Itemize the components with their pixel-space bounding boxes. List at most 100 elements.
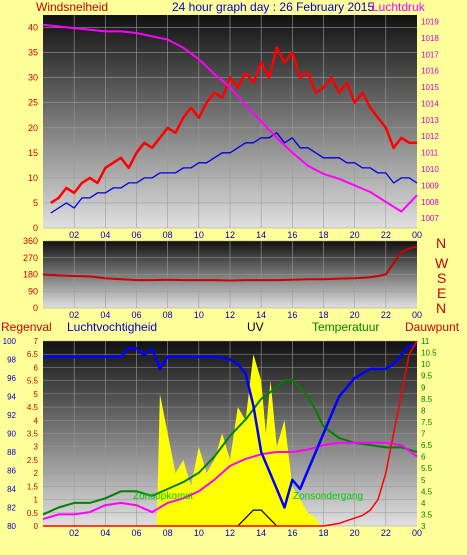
- rain-y-tick-label: 0: [34, 522, 39, 531]
- wind-y-tick-label: 15: [28, 148, 38, 158]
- solar-line: [237, 509, 278, 527]
- x-tick-label: 06: [131, 528, 141, 538]
- x-tick-label: 04: [100, 230, 110, 240]
- humidity-y-tick-label: 94: [7, 393, 16, 402]
- x-tick-label: 06: [131, 230, 141, 240]
- wind-y-tick-label: 35: [28, 48, 38, 58]
- humidity-y-tick-label: 98: [7, 356, 16, 365]
- x-tick-label: 10: [194, 310, 204, 320]
- x-tick-label: 12: [225, 528, 235, 538]
- temp-y-tick-label: 10.5: [421, 349, 437, 358]
- rain-y-tick-label: 1.5: [27, 482, 39, 491]
- x-tick-label: 00: [412, 310, 422, 320]
- wind-y-tick-label: 30: [28, 73, 38, 83]
- rain-y-tick-label: 2.5: [27, 456, 39, 465]
- x-tick-label: 20: [350, 528, 360, 538]
- wind-y-tick-label: 0: [33, 223, 38, 233]
- x-tick-label: 04: [100, 310, 110, 320]
- temp-y-tick-label: 3: [421, 522, 426, 531]
- x-tick-label: 12: [225, 230, 235, 240]
- x-tick-label: 08: [163, 230, 173, 240]
- chart-title: 24 hour graph day : 26 February 2015: [172, 0, 374, 14]
- pressure-axis-label: Luchtdruk: [372, 0, 426, 14]
- pressure-y-tick-label: 1014: [421, 99, 439, 108]
- rain-y-tick-label: 6.5: [27, 350, 39, 359]
- pressure-y-tick-label: 1008: [421, 198, 439, 207]
- rain-y-tick-label: 0.5: [27, 509, 39, 518]
- humidity-line: [43, 344, 417, 509]
- x-tick-label: 10: [194, 230, 204, 240]
- x-tick-label: 20: [350, 310, 360, 320]
- sunset-annotation: Zonsondergang: [293, 491, 363, 502]
- x-tick-label: 14: [256, 528, 266, 538]
- humidity-label: Luchtvochtigheid: [67, 320, 157, 334]
- humidity-y-tick-label: 88: [7, 448, 16, 457]
- temp-y-tick-label: 4.5: [421, 487, 433, 496]
- x-tick-label: 22: [381, 310, 391, 320]
- temp-y-tick-label: 5: [421, 476, 426, 485]
- direction-y-tick-label: 360: [23, 236, 38, 246]
- dir-label-w: W: [435, 255, 449, 271]
- dir-label-n-bottom: N: [436, 300, 446, 316]
- wind-axis-label: Windsnelheid: [36, 0, 108, 14]
- rain-y-tick-label: 5.5: [27, 377, 39, 386]
- pressure-y-tick-label: 1007: [421, 214, 439, 223]
- temp-y-tick-label: 9: [421, 383, 426, 392]
- x-tick-label: 08: [163, 528, 173, 538]
- x-tick-label: 00: [412, 230, 422, 240]
- pressure-y-tick-label: 1017: [421, 50, 439, 59]
- x-tick-label: 18: [318, 310, 328, 320]
- humidity-y-tick-label: 92: [7, 411, 16, 420]
- wind-y-tick-label: 5: [33, 198, 38, 208]
- humidity-y-tick-label: 82: [7, 504, 16, 513]
- dewpoint-label: Dauwpunt: [405, 320, 460, 334]
- wind-y-tick-label: 20: [28, 123, 38, 133]
- uv-label: UV: [247, 320, 264, 334]
- wind-y-tick-label: 25: [28, 98, 38, 108]
- temp-y-tick-label: 7: [421, 430, 426, 439]
- humidity-y-tick-label: 90: [7, 430, 16, 439]
- pressure-y-tick-label: 1009: [421, 181, 439, 190]
- wind-gust-line: [50, 46, 417, 204]
- x-tick-label: 20: [350, 230, 360, 240]
- x-tick-label: 14: [256, 310, 266, 320]
- pressure-y-tick-label: 1011: [421, 149, 439, 158]
- uv-area: [156, 354, 321, 526]
- x-tick-label: 06: [131, 310, 141, 320]
- x-tick-label: 16: [287, 528, 297, 538]
- rain-y-tick-label: 4.5: [27, 403, 39, 412]
- humidity-y-tick-label: 96: [7, 374, 16, 383]
- rain-y-tick-label: 3: [34, 443, 39, 452]
- x-tick-label: 18: [318, 528, 328, 538]
- rain-y-tick-label: 5: [34, 390, 39, 399]
- humidity-y-tick-label: 86: [7, 467, 16, 476]
- wind-avg-line: [50, 132, 418, 214]
- dir-label-s: S: [437, 270, 446, 286]
- rain-label: Regenval: [1, 320, 52, 334]
- dir-label-e: E: [437, 285, 446, 301]
- x-tick-label: 16: [287, 310, 297, 320]
- temp-y-tick-label: 6.5: [421, 441, 433, 450]
- x-tick-label: 02: [69, 310, 79, 320]
- x-tick-label: 04: [100, 528, 110, 538]
- x-tick-label: 00: [412, 528, 422, 538]
- humidity-y-tick-label: 100: [3, 337, 17, 346]
- temp-y-tick-label: 8: [421, 406, 426, 415]
- temp-y-tick-label: 3.5: [421, 510, 433, 519]
- x-tick-label: 16: [287, 230, 297, 240]
- x-tick-label: 18: [318, 230, 328, 240]
- sunrise-annotation: Zonsopkomst: [133, 491, 193, 502]
- pressure-y-tick-label: 1016: [421, 67, 439, 76]
- rain-y-tick-label: 3.5: [27, 430, 39, 439]
- wind-direction-line: [42, 245, 418, 282]
- temp-y-tick-label: 10: [421, 360, 430, 369]
- rain-y-tick-label: 1: [34, 496, 39, 505]
- direction-y-tick-label: 270: [23, 253, 38, 263]
- wind-y-tick-label: 10: [28, 173, 38, 183]
- rain-y-tick-label: 7: [34, 337, 39, 346]
- humidity-y-tick-label: 80: [7, 522, 16, 531]
- dewpoint-line: [42, 441, 418, 521]
- rain-line: [43, 340, 418, 527]
- temp-y-tick-label: 11: [421, 337, 430, 346]
